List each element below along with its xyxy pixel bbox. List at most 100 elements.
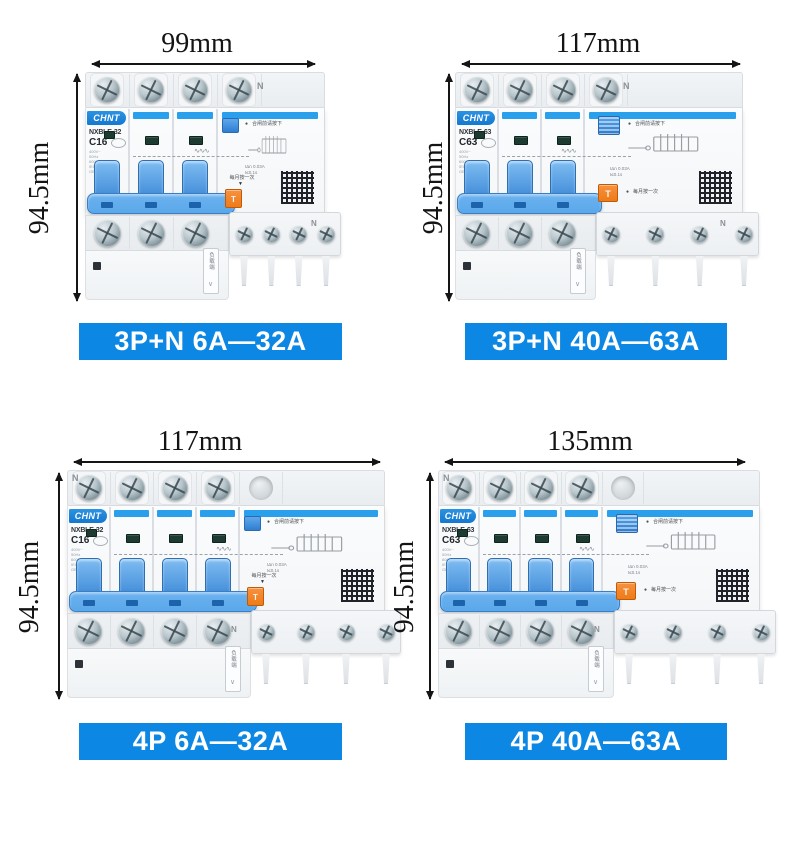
- tie-bar-slot: [534, 600, 547, 606]
- screw-slot: [82, 620, 95, 642]
- screw-slot: [168, 477, 181, 499]
- tie-bar-slot: [513, 202, 526, 208]
- qr-code: [339, 567, 376, 604]
- pole-accent-stripe: [502, 112, 537, 119]
- terminal-pin: [669, 654, 677, 684]
- screw-slot: [339, 627, 353, 637]
- spec-line: IEC61009-1: [71, 562, 93, 567]
- screw-housing: [157, 471, 192, 505]
- terminal-pin: [294, 256, 303, 286]
- screw-housing: [71, 471, 106, 505]
- toggle-handle: [205, 558, 231, 596]
- spec-line: GB/T16917.1: [442, 567, 466, 572]
- tie-bar-slot: [575, 600, 588, 606]
- pole-accent-stripe: [483, 510, 516, 517]
- height-dimension-arrow: [55, 472, 63, 700]
- note-bullet: ●: [267, 519, 271, 525]
- toggle-handle: [528, 558, 553, 596]
- rcd-reset-button: [222, 118, 239, 133]
- indicator-window: [189, 136, 203, 145]
- screw-slot: [488, 625, 511, 637]
- qr-code: [714, 567, 751, 604]
- terminal-screw: [161, 475, 188, 501]
- toggle-handle: [487, 558, 512, 596]
- screw-slot: [259, 627, 273, 637]
- screw-slot: [534, 620, 547, 642]
- strip-divider: [196, 472, 197, 504]
- terminal-screw: [646, 225, 664, 243]
- screw-housing: [178, 73, 212, 107]
- rcd-reset-button: [244, 516, 261, 531]
- top-terminal-strip: [85, 72, 325, 108]
- load-side-tag: 负载端 ∨: [203, 248, 219, 294]
- screw-slot: [267, 227, 276, 241]
- strip-divider: [479, 472, 480, 504]
- width-dimension-label: 135mm: [547, 426, 633, 457]
- blank-terminal-hole: [248, 476, 273, 500]
- load-side-tag: 负载端 ∨: [588, 646, 604, 692]
- pole-accent-stripe: [114, 510, 149, 517]
- din-clip: [446, 660, 454, 668]
- strip-divider: [520, 472, 521, 504]
- leakage-current-label: IΔn 0.03A: [610, 166, 630, 171]
- rcd-reset-button: [616, 514, 638, 533]
- terminal-pin: [342, 654, 350, 684]
- width-dimension-arrow: [461, 60, 741, 68]
- spec-line: 50Hz: [89, 154, 99, 159]
- breaker-body: [85, 108, 325, 215]
- spec-line: GB/T16917.1: [71, 567, 95, 572]
- screw-slot: [125, 620, 138, 642]
- screw-slot: [239, 227, 249, 241]
- strip-divider: [498, 217, 499, 249]
- width-dimension-arrow: [444, 458, 746, 466]
- terminal-screw: [592, 77, 619, 103]
- strip-divider: [261, 74, 262, 106]
- handle-tie-bar: [69, 591, 257, 612]
- strip-divider: [239, 472, 240, 504]
- screw-slot: [125, 477, 138, 499]
- handle-tie-bar: [87, 193, 235, 214]
- strip-divider: [561, 472, 562, 504]
- screw-slot: [78, 482, 99, 494]
- cert-badge: [111, 138, 126, 148]
- screw-housing: [502, 73, 537, 107]
- pole-accent-stripe: [524, 510, 557, 517]
- load-side-tag-text: 负载端: [208, 252, 214, 270]
- height-dimension-arrow: [445, 73, 453, 302]
- terminal-screw: [290, 225, 308, 243]
- terminal-screw: [602, 225, 620, 243]
- terminal-pin: [651, 256, 660, 286]
- chevron-down-mark: ∨: [575, 281, 581, 288]
- terminal-screw: [297, 623, 315, 641]
- leader-line: [502, 156, 631, 157]
- pole-divider: [128, 109, 130, 214]
- screw-slot: [140, 227, 162, 239]
- terminal-screw: [94, 77, 120, 103]
- height-dimension-arrow: [426, 472, 434, 700]
- toggle-handle: [119, 558, 145, 596]
- indicator-window: [125, 534, 140, 543]
- terminal-screw: [735, 225, 753, 243]
- screw-slot: [121, 482, 142, 494]
- note-bullet: ●: [626, 189, 630, 195]
- spec-line: 400V~: [459, 149, 471, 154]
- chnt-logo: CHNT: [457, 111, 495, 125]
- pole-divider: [478, 507, 480, 612]
- terminal-pin: [382, 654, 390, 684]
- terminal-screw: [204, 475, 231, 501]
- screw-slot: [556, 79, 569, 101]
- terminal-pin: [695, 256, 704, 286]
- terminal-screw: [317, 225, 335, 243]
- toggle-handle: [507, 160, 533, 198]
- bottom-foot: [67, 649, 251, 698]
- cert-badge: [481, 138, 496, 148]
- screw-slot: [529, 625, 552, 637]
- pole-divider: [216, 109, 218, 214]
- top-terminal-strip: [67, 470, 385, 506]
- screw-slot: [710, 627, 724, 637]
- indicator-window: [457, 529, 468, 537]
- rcd-terminal-block: [229, 212, 341, 256]
- screw-slot: [595, 84, 616, 96]
- bottom-foot: [85, 251, 229, 300]
